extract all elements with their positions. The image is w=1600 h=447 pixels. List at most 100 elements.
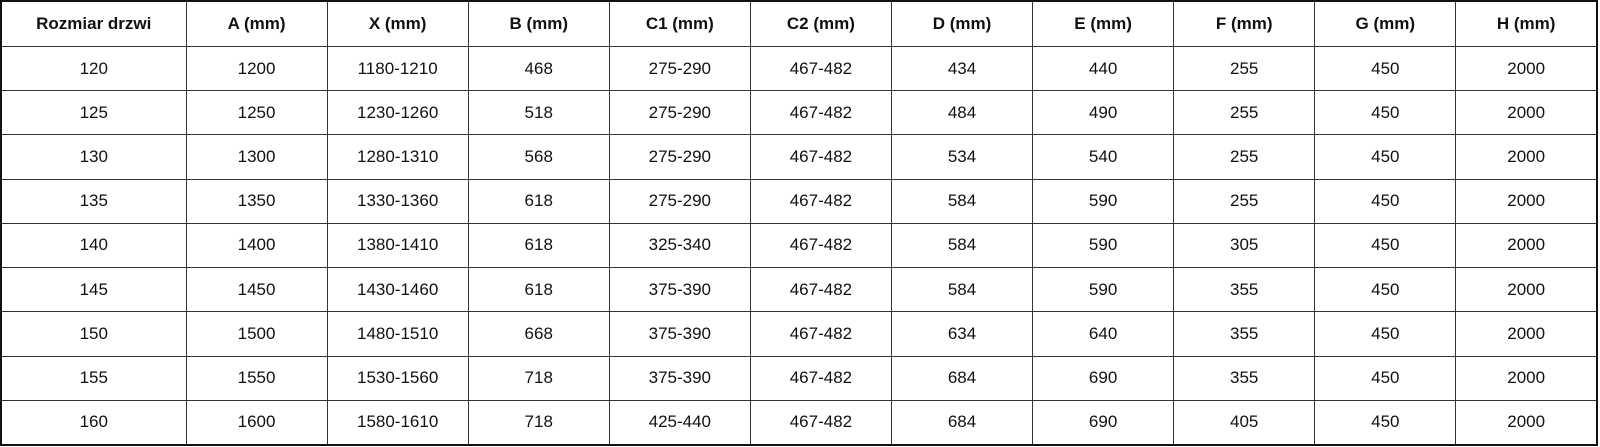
table-cell: 718 xyxy=(467,399,610,446)
table-cell: 150 xyxy=(0,311,187,357)
table-row: 125 1250 1230-1260 518 275-290 467-482 484 490 2… xyxy=(0,90,1598,136)
table-cell: 255 xyxy=(1173,134,1316,180)
table-cell: 2000 xyxy=(1455,45,1598,92)
table-cell: 275-290 xyxy=(608,90,751,136)
table-row: 145 1450 1430-1460 618 375-390 467-482 584 590 3… xyxy=(0,267,1598,313)
table-row: 120 1200 1180-1210 468 275-290 467-482 434 440 2… xyxy=(0,45,1598,92)
table-cell: 590 xyxy=(1032,222,1175,269)
table-cell: 1480-1510 xyxy=(326,311,469,357)
table-cell: 1380-1410 xyxy=(326,222,469,269)
table-cell: 125 xyxy=(0,90,187,136)
column-header: Rozmiar drzwi xyxy=(0,0,187,47)
table-cell: 467-482 xyxy=(749,90,892,136)
table-cell: 405 xyxy=(1173,399,1316,446)
table-cell: 467-482 xyxy=(749,311,892,357)
table-cell: 2000 xyxy=(1455,134,1598,180)
column-header: X (mm) xyxy=(326,0,469,47)
table-row: 140 1400 1380-1410 618 325-340 467-482 584 590 3… xyxy=(0,222,1598,269)
table-row: 150 1500 1480-1510 668 375-390 467-482 634 640 3… xyxy=(0,311,1598,357)
table-cell: 440 xyxy=(1032,45,1175,92)
table-cell: 255 xyxy=(1173,45,1316,92)
table-cell: 450 xyxy=(1314,90,1457,136)
table-body: 120 1200 1180-1210 468 275-290 467-482 434 440 2… xyxy=(0,45,1598,446)
table-cell: 355 xyxy=(1173,267,1316,313)
table-row: 130 1300 1280-1310 568 275-290 467-482 534 540 2… xyxy=(0,134,1598,180)
table-cell: 255 xyxy=(1173,178,1316,224)
table-cell: 618 xyxy=(467,222,610,269)
table-cell: 467-482 xyxy=(749,399,892,446)
table-row: 160 1600 1580-1610 718 425-440 467-482 684 690 4… xyxy=(0,399,1598,446)
table-cell: 2000 xyxy=(1455,267,1598,313)
table-cell: 450 xyxy=(1314,311,1457,357)
table-cell: 450 xyxy=(1314,45,1457,92)
table-cell: 1280-1310 xyxy=(326,134,469,180)
table-cell: 155 xyxy=(0,355,187,401)
table-cell: 568 xyxy=(467,134,610,180)
table-cell: 518 xyxy=(467,90,610,136)
column-header: B (mm) xyxy=(467,0,610,47)
table-cell: 467-482 xyxy=(749,355,892,401)
header-row: Rozmiar drzwi A (mm) X (mm) B (mm) C1 (mm) C2… xyxy=(0,0,1598,47)
table-cell: 450 xyxy=(1314,134,1457,180)
table-cell: 425-440 xyxy=(608,399,751,446)
table-cell: 618 xyxy=(467,178,610,224)
table-cell: 1450 xyxy=(185,267,328,313)
table-cell: 305 xyxy=(1173,222,1316,269)
table-cell: 1500 xyxy=(185,311,328,357)
table-cell: 275-290 xyxy=(608,178,751,224)
table-cell: 450 xyxy=(1314,355,1457,401)
table-cell: 325-340 xyxy=(608,222,751,269)
table-cell: 135 xyxy=(0,178,187,224)
table-cell: 450 xyxy=(1314,399,1457,446)
table-cell: 490 xyxy=(1032,90,1175,136)
table-cell: 540 xyxy=(1032,134,1175,180)
table-cell: 584 xyxy=(890,178,1034,224)
table-cell: 375-390 xyxy=(608,311,751,357)
table-cell: 450 xyxy=(1314,222,1457,269)
table-cell: 355 xyxy=(1173,355,1316,401)
column-header: H (mm) xyxy=(1455,0,1598,47)
column-header: F (mm) xyxy=(1173,0,1316,47)
table-cell: 467-482 xyxy=(749,134,892,180)
column-header: E (mm) xyxy=(1032,0,1175,47)
table-cell: 1530-1560 xyxy=(326,355,469,401)
table-cell: 275-290 xyxy=(608,45,751,92)
table-cell: 718 xyxy=(467,355,610,401)
table-cell: 1230-1260 xyxy=(326,90,469,136)
table-cell: 584 xyxy=(890,222,1034,269)
table-cell: 1400 xyxy=(185,222,328,269)
table-cell: 467-482 xyxy=(749,222,892,269)
table-cell: 140 xyxy=(0,222,187,269)
column-header: G (mm) xyxy=(1314,0,1457,47)
table-cell: 120 xyxy=(0,45,187,92)
table-cell: 484 xyxy=(890,90,1034,136)
table-row: 155 1550 1530-1560 718 375-390 467-482 684 690 3… xyxy=(0,355,1598,401)
table-cell: 2000 xyxy=(1455,399,1598,446)
table-row: 135 1350 1330-1360 618 275-290 467-482 584 590 2… xyxy=(0,178,1598,224)
table-cell: 1350 xyxy=(185,178,328,224)
table-cell: 450 xyxy=(1314,267,1457,313)
table-cell: 467-482 xyxy=(749,45,892,92)
table-cell: 130 xyxy=(0,134,187,180)
table-cell: 450 xyxy=(1314,178,1457,224)
table-cell: 467-482 xyxy=(749,267,892,313)
table-cell: 668 xyxy=(467,311,610,357)
table-cell: 2000 xyxy=(1455,90,1598,136)
table-cell: 684 xyxy=(890,399,1034,446)
table-cell: 584 xyxy=(890,267,1034,313)
table-cell: 1580-1610 xyxy=(326,399,469,446)
column-header: C1 (mm) xyxy=(608,0,751,47)
table-cell: 355 xyxy=(1173,311,1316,357)
column-header: D (mm) xyxy=(890,0,1034,47)
table-cell: 2000 xyxy=(1455,222,1598,269)
table-cell: 634 xyxy=(890,311,1034,357)
table-cell: 1250 xyxy=(185,90,328,136)
table-cell: 590 xyxy=(1032,178,1175,224)
table-cell: 2000 xyxy=(1455,178,1598,224)
column-header: C2 (mm) xyxy=(749,0,892,47)
table-cell: 1600 xyxy=(185,399,328,446)
table-cell: 275-290 xyxy=(608,134,751,180)
table-cell: 145 xyxy=(0,267,187,313)
table-cell: 590 xyxy=(1032,267,1175,313)
table-cell: 690 xyxy=(1032,399,1175,446)
